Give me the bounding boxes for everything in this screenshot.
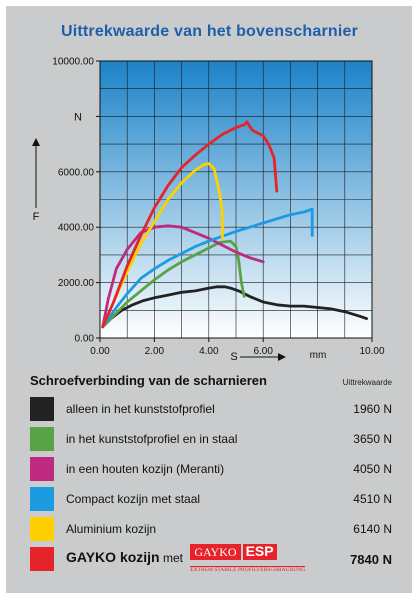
legend-swatch <box>30 397 54 421</box>
axes <box>96 60 373 342</box>
legend-swatch <box>30 457 54 481</box>
y-tick-label: 10000.00 <box>52 57 94 68</box>
legend-item-value: 6140 N <box>353 522 392 536</box>
legend-item: alleen in het kunststofprofiel 1960 N <box>30 394 392 424</box>
axis-labels: N F S mm <box>32 111 326 363</box>
logo-esp: ESP <box>242 544 277 560</box>
series-line-2 <box>101 239 246 329</box>
legend-item-label: GAYKO kozijn met GAYKO ESP EXTREM STABIL… <box>66 544 350 574</box>
y-unit-label: N <box>74 111 82 123</box>
y-axis-label: F <box>33 211 40 223</box>
legend-rows: alleen in het kunststofprofiel 1960 N in… <box>30 394 392 574</box>
x-tick-label: 10.00 <box>359 346 384 357</box>
legend-header: Schroefverbinding van de scharnieren Uit… <box>30 373 392 388</box>
legend: Schroefverbinding van de scharnieren Uit… <box>30 373 392 574</box>
legend-swatch <box>30 487 54 511</box>
x-tick-label: 2.00 <box>145 346 165 357</box>
series-line-4 <box>101 207 314 329</box>
logo-subtitle: EXTREM STABILE PROFILVERSCHRAUBUNG <box>190 566 306 573</box>
x-unit-label: mm <box>310 350 327 361</box>
tick-labels: 0.00 2.00 4.00 6.00 10.00 0.00 2000.00 4000.00 6… <box>52 57 385 358</box>
logo-top: GAYKO ESP <box>190 544 305 560</box>
series-line-6 <box>101 120 279 329</box>
legend-item-label: in een houten kozijn (Meranti) <box>66 462 225 476</box>
x-tick-label: 6.00 <box>253 346 273 357</box>
legend-swatch <box>30 427 54 451</box>
legend-swatch <box>30 517 54 541</box>
chart-svg: 0.00 2.00 4.00 6.00 10.00 0.00 2000.00 4000.00 6… <box>32 57 385 363</box>
chart-title: Uittrekwaarde van het bovenscharnier <box>60 23 359 40</box>
legend-item-value: 3650 N <box>353 432 392 446</box>
legend-item-label: alleen in het kunststofprofiel <box>66 402 215 416</box>
legend-item-label: Aluminium kozijn <box>66 522 157 536</box>
legend-item-gayko: GAYKO kozijn met GAYKO ESP EXTREM STABIL… <box>30 544 392 574</box>
legend-item-value: 1960 N <box>353 402 392 416</box>
legend-item: in het kunststofprofiel en in staal 3650… <box>30 424 392 454</box>
legend-swatch <box>30 547 54 571</box>
gayko-suffix-text: met <box>162 551 183 566</box>
series-line-3 <box>101 224 265 329</box>
logo-word: GAYKO <box>190 544 241 560</box>
series-line-5 <box>101 162 224 329</box>
x-axis-arrow-head <box>278 353 286 361</box>
legend-title: Schroefverbinding van de scharnieren <box>30 373 267 388</box>
y-axis-arrow-head <box>32 138 40 146</box>
legend-item: Compact kozijn met staal 4510 N <box>30 484 392 514</box>
x-tick-label: 0.00 <box>90 346 110 357</box>
plot-frame <box>99 60 373 339</box>
gayko-esp-logo: GAYKO ESP EXTREM STABILE PROFILVERSCHRAU… <box>190 544 306 574</box>
legend-item-value: 4510 N <box>353 492 392 506</box>
y-tick-label: 2000.00 <box>58 278 95 289</box>
legend-item: Aluminium kozijn 6140 N <box>30 514 392 544</box>
y-tick-label: 4000.00 <box>58 223 95 234</box>
x-tick-label: 4.00 <box>199 346 219 357</box>
legend-item-label: in het kunststofprofiel en in staal <box>66 432 238 446</box>
series-lines <box>101 120 368 329</box>
gayko-brand-text: GAYKO kozijn <box>66 549 160 566</box>
legend-item-value: 4050 N <box>353 462 392 476</box>
x-axis-label: S <box>230 351 237 363</box>
legend-item-label: Compact kozijn met staal <box>66 492 201 506</box>
y-tick-label: 0.00 <box>75 334 95 345</box>
legend-column-label: Uittrekwaarde <box>342 378 392 387</box>
series-line-1 <box>101 285 368 329</box>
legend-item: in een houten kozijn (Meranti) 4050 N <box>30 454 392 484</box>
y-tick-label: 6000.00 <box>58 167 95 178</box>
legend-item-value: 7840 N <box>350 551 392 567</box>
